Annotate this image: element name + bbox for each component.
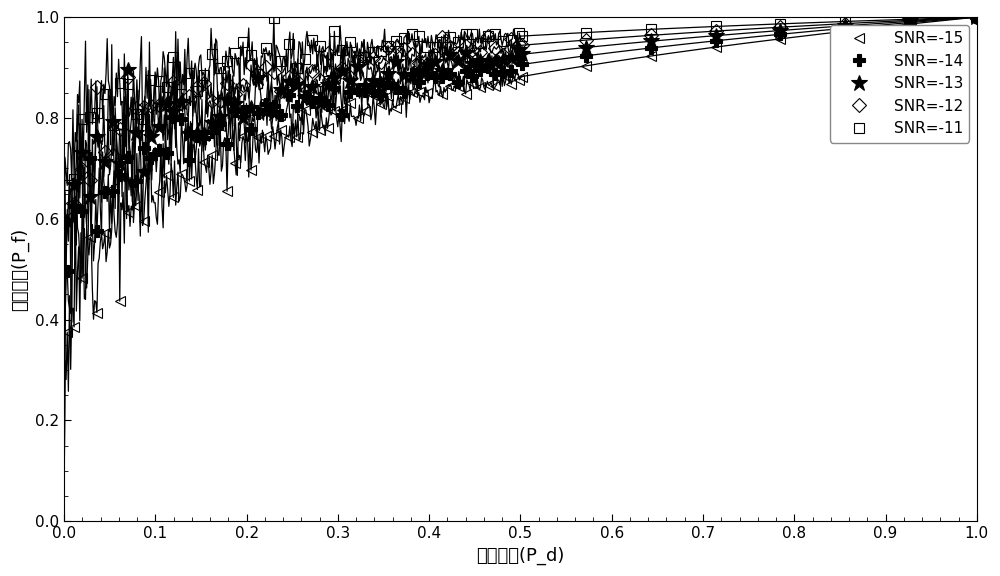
SNR=-11 (970, 14, 982, 21)
SNR=-13 (774, 27, 786, 34)
SNR=-15 (904, 21, 916, 28)
SNR=-14 (839, 25, 851, 32)
SNR=-14 (580, 52, 592, 59)
Line: SNR=-13: SNR=-13 (513, 9, 984, 63)
SNR=-14 (904, 19, 916, 26)
SNR=-13 (710, 32, 722, 39)
SNR=-12 (580, 37, 592, 44)
SNR=-14 (645, 44, 657, 51)
SNR=-15 (516, 73, 528, 80)
SNR=-11 (904, 16, 916, 22)
SNR=-11 (516, 33, 528, 40)
SNR=-14 (710, 37, 722, 44)
SNR=-12 (645, 32, 657, 39)
Line: SNR=-11: SNR=-11 (517, 12, 981, 41)
SNR=-11 (645, 26, 657, 33)
SNR=-15 (645, 52, 657, 59)
SNR=-14 (516, 61, 528, 68)
SNR=-12 (970, 14, 982, 21)
Y-axis label: 检测概率(P_f): 检测概率(P_f) (11, 228, 29, 311)
SNR=-11 (774, 20, 786, 27)
SNR=-13 (516, 51, 528, 58)
SNR=-13 (904, 18, 916, 25)
SNR=-14 (774, 31, 786, 38)
Line: SNR=-14: SNR=-14 (516, 12, 981, 70)
SNR=-12 (710, 28, 722, 35)
SNR=-13 (580, 44, 592, 51)
SNR=-15 (970, 14, 982, 21)
SNR=-15 (839, 28, 851, 35)
SNR=-12 (774, 24, 786, 31)
SNR=-13 (839, 22, 851, 29)
SNR=-11 (839, 18, 851, 25)
Legend: SNR=-15, SNR=-14, SNR=-13, SNR=-12, SNR=-11: SNR=-15, SNR=-14, SNR=-13, SNR=-12, SNR=… (830, 25, 969, 142)
SNR=-11 (580, 29, 592, 36)
SNR=-14 (970, 14, 982, 21)
SNR=-13 (645, 38, 657, 45)
Line: SNR=-12: SNR=-12 (517, 12, 981, 50)
SNR=-12 (839, 20, 851, 27)
SNR=-15 (710, 44, 722, 51)
SNR=-11 (710, 23, 722, 30)
Line: SNR=-15: SNR=-15 (517, 12, 981, 81)
X-axis label: 虚警概率(P_d): 虚警概率(P_d) (476, 547, 565, 565)
SNR=-15 (580, 62, 592, 69)
SNR=-12 (904, 17, 916, 24)
SNR=-13 (970, 14, 982, 21)
SNR=-12 (516, 42, 528, 49)
SNR=-15 (774, 35, 786, 42)
